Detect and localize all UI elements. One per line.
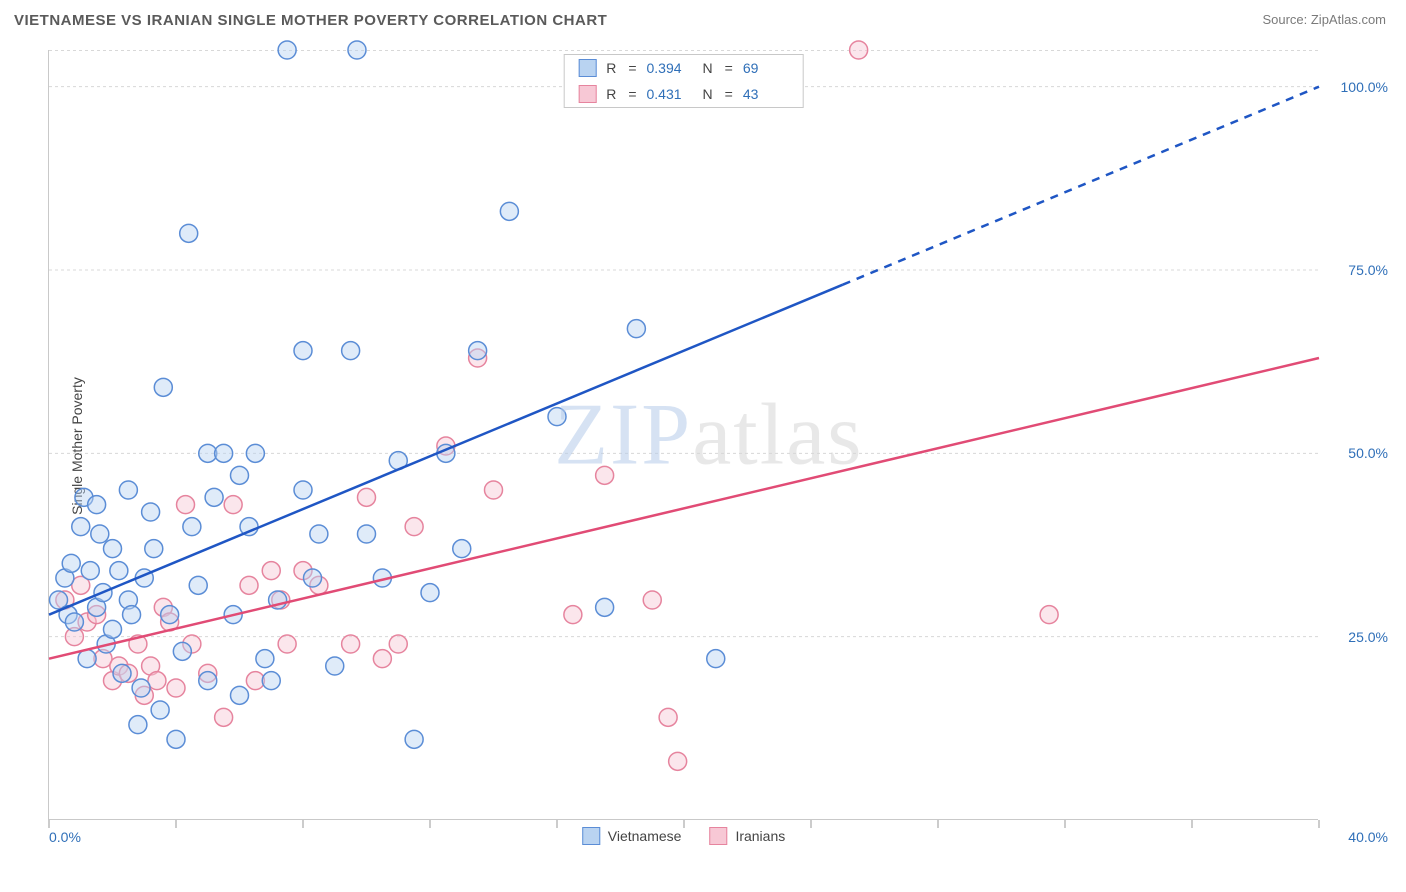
legend-label-vietnamese: Vietnamese (608, 828, 682, 844)
swatch-vietnamese (578, 59, 596, 77)
r-value-vietnamese: 0.394 (647, 60, 693, 76)
y-tick-label: 100.0% (1341, 79, 1388, 95)
equals-sign: = (628, 60, 636, 76)
x-tick-min: 0.0% (49, 829, 81, 845)
r-label: R (606, 86, 616, 102)
y-tick-label: 25.0% (1348, 629, 1388, 645)
n-value-iranians: 43 (743, 86, 789, 102)
correlation-legend: R = 0.394 N = 69 R = 0.431 N = 43 (563, 54, 804, 108)
swatch-vietnamese (582, 827, 600, 845)
y-tick-label: 50.0% (1348, 445, 1388, 461)
legend-label-iranians: Iranians (735, 828, 785, 844)
swatch-iranians (709, 827, 727, 845)
r-value-iranians: 0.431 (647, 86, 693, 102)
equals-sign: = (725, 86, 733, 102)
legend-row-vietnamese: R = 0.394 N = 69 (564, 55, 803, 81)
chart-header: VIETNAMESE VS IRANIAN SINGLE MOTHER POVE… (0, 0, 1406, 42)
equals-sign: = (725, 60, 733, 76)
legend-item-vietnamese: Vietnamese (582, 827, 682, 845)
x-tick-max: 40.0% (1348, 829, 1388, 845)
series-legend: Vietnamese Iranians (582, 827, 786, 845)
n-value-vietnamese: 69 (743, 60, 789, 76)
legend-item-iranians: Iranians (709, 827, 785, 845)
chart-title: VIETNAMESE VS IRANIAN SINGLE MOTHER POVE… (14, 12, 607, 29)
y-tick-label: 75.0% (1348, 262, 1388, 278)
n-label: N (703, 60, 713, 76)
equals-sign: = (628, 86, 636, 102)
swatch-iranians (578, 85, 596, 103)
legend-row-iranians: R = 0.431 N = 43 (564, 81, 803, 107)
chart-plot-area: ZIPatlas R = 0.394 N = 69 R = 0.431 N = … (48, 50, 1318, 820)
n-label: N (703, 86, 713, 102)
chart-svg (49, 50, 1318, 819)
chart-source: Source: ZipAtlas.com (1262, 12, 1386, 27)
r-label: R (606, 60, 616, 76)
